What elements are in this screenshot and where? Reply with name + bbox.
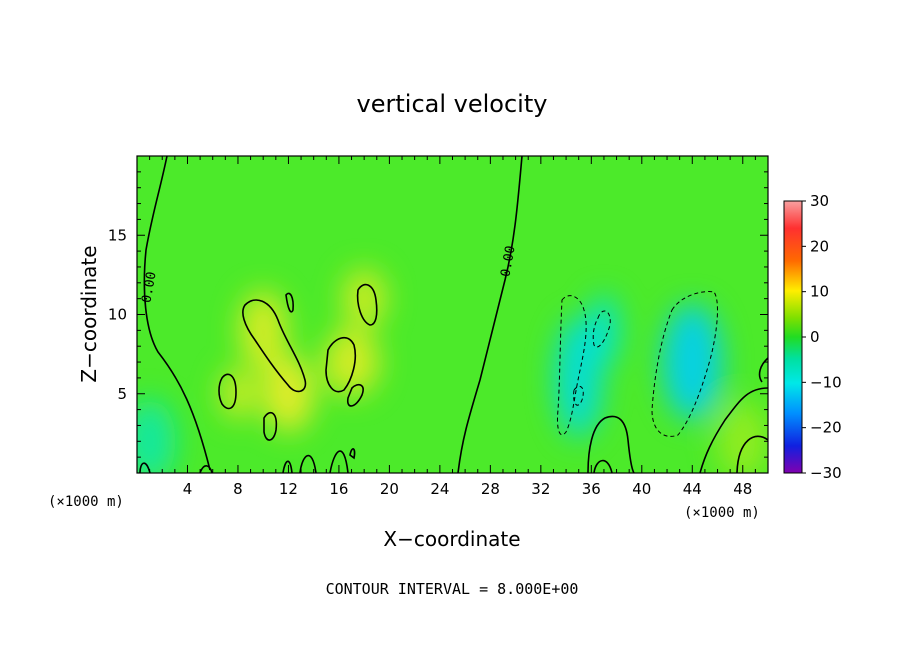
x-tick-label: 8 [233,480,243,498]
zero-contour-bottom-small [593,459,613,473]
field-feature [323,328,380,397]
field-background [137,156,768,473]
x-tick-label: 20 [380,480,399,498]
y-tick-label: 5 [117,385,127,403]
contour-blob-7 [263,411,278,441]
contour-blob-3 [325,336,357,393]
zero-contour-center [457,156,523,473]
x-tick-label: 28 [481,480,500,498]
field-feature [137,399,176,473]
x-tick-label: 16 [329,480,348,498]
x-tick-label: 40 [632,480,651,498]
x-tick-label: 32 [531,480,550,498]
negative-contour-3 [651,291,718,437]
contour-bottom-f [199,465,213,473]
x-tick-label: 12 [279,480,298,498]
field-feature [219,367,256,420]
contour-blob-1 [242,299,307,393]
field-feature [716,401,768,473]
contour-label: 0.00 [498,245,518,278]
x-unit-right: (×1000 m) [684,505,760,521]
y-tick-label: 10 [108,306,127,324]
contour-blob-4 [356,283,378,326]
zero-contours [139,156,768,473]
contour-bottom-a [282,460,293,473]
contour-bottom-d [349,448,356,460]
zero-contour-bottom-mid [587,415,635,473]
y-tick-label: 15 [108,226,127,244]
x-tick-label: 48 [733,480,752,498]
contour-bottom-e [139,462,151,473]
y-axis-label: Z−coordinate [77,245,101,382]
colorbar-tick-label: 10 [810,283,829,301]
zero-contour-bottom-right [736,435,768,473]
contour-bottom-c [329,450,349,473]
negative-contour-1 [557,295,587,436]
x-tick-label: 24 [430,480,449,498]
contour-label: 0.00 [139,271,159,304]
field-feature [587,294,620,367]
x-tick-label: 36 [582,480,601,498]
colorbar-tick-label: −10 [810,373,842,391]
x-tick-label: 44 [683,480,702,498]
field-feature [262,355,315,432]
x-axis-label: X−coordinate [383,527,520,551]
colorbar-tick-label: 30 [810,192,829,210]
negative-contour-4 [573,385,584,406]
zero-contour-left [143,156,211,471]
velocity-field: 0.00 0.00 [137,156,768,473]
contour-interval-note: CONTOUR INTERVAL = 8.000E+00 [326,580,579,598]
contour-blob-6 [346,383,364,407]
colorbar-tick-label: 20 [810,237,829,255]
colorbar-tick-label: −30 [810,464,842,482]
contour-blob-5 [285,292,294,313]
x-unit-left: (×1000 m) [48,494,124,510]
field-feature [342,268,387,329]
x-tick-label: 4 [183,480,193,498]
colorbar-tick-label: −20 [810,419,842,437]
colorbar [783,200,803,474]
contour-bottom-b [299,454,317,473]
chart-title: vertical velocity [357,90,548,118]
field-feature [662,304,723,421]
contour-blob-2 [218,373,237,410]
zero-contour-right-bottom [699,357,768,473]
negative-contour-2 [592,310,611,348]
colorbar-tick-label: 0 [810,328,820,346]
field-feature [239,290,288,371]
negative-contours [557,291,718,437]
